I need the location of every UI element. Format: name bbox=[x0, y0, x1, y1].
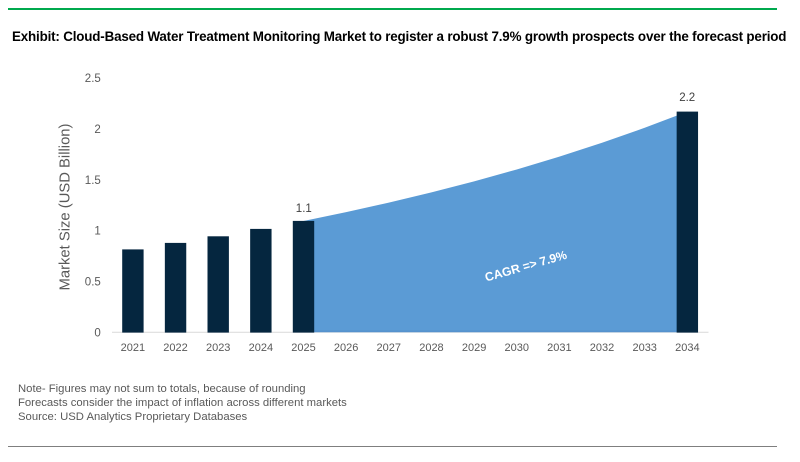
svg-text:2034: 2034 bbox=[675, 342, 699, 354]
svg-text:1.5: 1.5 bbox=[85, 175, 101, 187]
svg-text:2030: 2030 bbox=[505, 342, 529, 354]
svg-text:2029: 2029 bbox=[462, 342, 486, 354]
svg-text:2031: 2031 bbox=[547, 342, 571, 354]
svg-text:0.5: 0.5 bbox=[85, 277, 101, 289]
svg-text:2: 2 bbox=[94, 124, 100, 136]
svg-text:1.1: 1.1 bbox=[296, 203, 312, 215]
svg-text:2033: 2033 bbox=[632, 342, 656, 354]
svg-text:2.2: 2.2 bbox=[679, 92, 695, 104]
svg-text:0: 0 bbox=[94, 327, 100, 339]
svg-text:2022: 2022 bbox=[163, 342, 187, 354]
svg-text:1: 1 bbox=[94, 226, 100, 238]
svg-text:2024: 2024 bbox=[249, 342, 273, 354]
svg-text:Market Size (USD Billion): Market Size (USD Billion) bbox=[57, 123, 73, 290]
svg-text:2.5: 2.5 bbox=[85, 73, 101, 85]
svg-text:2026: 2026 bbox=[334, 342, 358, 354]
svg-text:2025: 2025 bbox=[291, 342, 315, 354]
svg-text:2021: 2021 bbox=[121, 342, 145, 354]
svg-text:2023: 2023 bbox=[206, 342, 230, 354]
svg-text:2032: 2032 bbox=[590, 342, 614, 354]
svg-text:2027: 2027 bbox=[377, 342, 401, 354]
svg-text:2028: 2028 bbox=[419, 342, 443, 354]
